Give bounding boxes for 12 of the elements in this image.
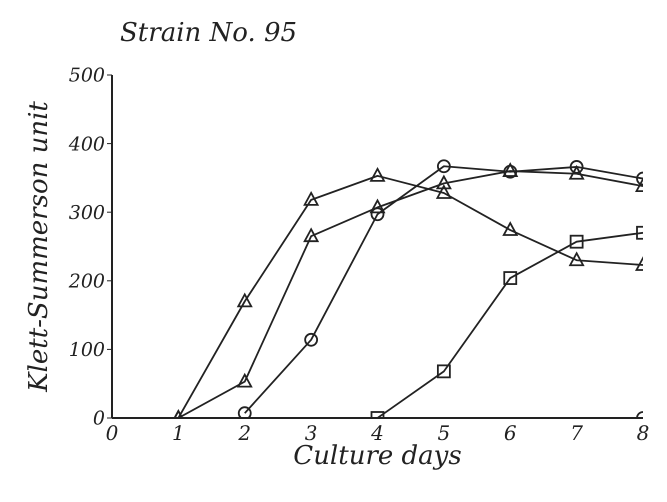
y-tick-label: 200 [68, 270, 105, 293]
x-tick-label: 7 [570, 421, 584, 446]
y-tick-label: 400 [68, 133, 105, 156]
x-tick-label: 2 [237, 421, 252, 446]
x-tick-label: 8 [636, 421, 650, 446]
y-tick-label: 500 [68, 64, 105, 87]
x-tick-label: 1 [172, 421, 185, 446]
y-tick-label: 100 [68, 339, 105, 362]
x-tick-label: 6 [504, 421, 517, 446]
y-tick-label: 300 [68, 202, 105, 224]
chart-title: Strain No. 95 [120, 18, 298, 48]
y-axis-title: Klett-Summerson unit [24, 100, 54, 393]
